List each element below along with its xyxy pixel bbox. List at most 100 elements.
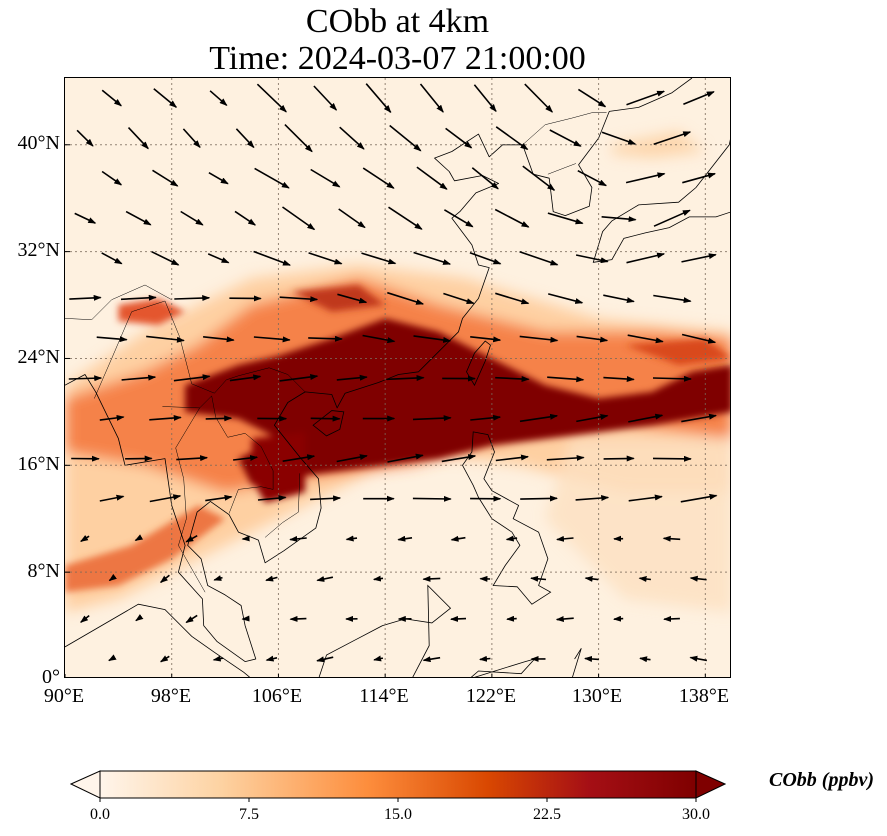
- wind-arrow: [412, 495, 452, 502]
- wind-arrow: [282, 206, 316, 231]
- wind-arrow: [689, 575, 707, 582]
- wind-arrow: [575, 254, 609, 264]
- lon-tick-122e: 122°E: [465, 685, 517, 707]
- wind-arrow: [663, 615, 680, 622]
- lon-tick-98e: 98°E: [150, 685, 192, 707]
- wind-arrow: [388, 206, 423, 230]
- coastline-philippines: [462, 431, 552, 605]
- wind-arrow: [613, 615, 624, 622]
- wind-arrow: [495, 454, 529, 462]
- wind-arrow: [625, 172, 666, 184]
- wind-arrow: [584, 575, 599, 582]
- plume-haze-north: [611, 131, 706, 159]
- plume-east-patch: [625, 338, 730, 366]
- wind-arrow: [101, 89, 122, 107]
- wind-arrow: [205, 494, 233, 502]
- wind-arrow: [683, 91, 715, 106]
- wind-arrow: [289, 535, 307, 542]
- wind-arrow: [555, 616, 574, 623]
- wind-arrow: [652, 375, 692, 382]
- wind-arrow: [373, 655, 384, 662]
- wind-arrow: [208, 172, 229, 185]
- wind-arrow: [522, 165, 556, 191]
- wind-arrow: [546, 454, 585, 461]
- wind-arrow: [389, 124, 422, 152]
- wind-arrow: [152, 169, 179, 187]
- wind-arrow: [443, 292, 475, 305]
- wind-arrow: [176, 455, 209, 462]
- wind-arrow: [149, 494, 182, 503]
- lon-tick-130e: 130°E: [571, 685, 623, 707]
- wind-arrow: [519, 335, 559, 343]
- coastline-taiwan: [466, 340, 491, 387]
- wind-arrow: [213, 575, 223, 581]
- wind-arrow: [627, 334, 664, 344]
- lon-tick-138e: 138°E: [678, 685, 730, 707]
- colorbar-tick-15: 15.0: [384, 806, 412, 823]
- wind-arrow: [338, 208, 366, 229]
- wind-arrow: [173, 374, 211, 382]
- wind-arrow: [121, 374, 157, 381]
- wind-arrow: [549, 129, 582, 147]
- wind-arrow: [577, 169, 607, 187]
- wind-arrow: [159, 574, 170, 584]
- wind-arrow: [185, 614, 198, 624]
- wind-arrow: [99, 414, 125, 421]
- wind-arrow: [362, 334, 396, 344]
- wind-arrow: [662, 535, 681, 542]
- wind-arrow: [265, 655, 278, 662]
- lat-tick-32n: 32°N: [17, 239, 60, 261]
- map-canvas: [65, 78, 730, 677]
- lat-tick-24n: 24°N: [17, 346, 60, 368]
- wind-arrow: [494, 208, 530, 228]
- wind-arrow: [680, 493, 718, 503]
- wind-arrow: [180, 210, 204, 226]
- plume-south-streak: [65, 505, 226, 593]
- wind-arrow: [682, 172, 716, 184]
- wind-arrow: [576, 414, 609, 423]
- plume-north-lobe: [291, 285, 386, 312]
- plume-core-indochina: [251, 431, 306, 503]
- coastline-sumatra: [65, 603, 251, 677]
- wind-arrow: [681, 413, 717, 423]
- wind-arrow: [556, 535, 574, 542]
- wind-arrow: [575, 495, 610, 502]
- wind-arrow: [185, 535, 198, 543]
- wind-arrow: [146, 335, 185, 343]
- wind-arrow: [159, 655, 170, 663]
- plume-core: [185, 318, 730, 486]
- wind-arrow: [253, 336, 291, 343]
- coastline-halmahera: [572, 648, 582, 677]
- wind-arrow: [253, 250, 291, 266]
- lon-tick-114e: 114°E: [359, 685, 409, 707]
- map-panel: [64, 77, 731, 678]
- wind-arrow: [127, 127, 149, 150]
- wind-arrow: [470, 336, 502, 343]
- wind-arrow: [470, 414, 502, 421]
- lat-tick-0: 0°: [42, 666, 60, 688]
- wind-arrow: [336, 374, 368, 381]
- wind-arrow: [601, 131, 637, 145]
- wind-arrow: [149, 414, 182, 421]
- wind-arrow: [519, 413, 559, 423]
- wind-arrow: [108, 654, 117, 662]
- wind-arrow: [576, 335, 609, 343]
- wind-arrow: [101, 252, 123, 265]
- gridlines: [65, 78, 730, 677]
- wind-arrow: [445, 127, 473, 149]
- wind-arrow: [638, 576, 651, 582]
- wind-arrow: [413, 251, 452, 265]
- wind-arrow: [626, 90, 666, 106]
- wind-arrow: [182, 128, 201, 149]
- wind-arrow: [639, 656, 651, 663]
- wind-arrow: [362, 167, 395, 189]
- wind-arrow: [76, 129, 94, 147]
- colorbar: [70, 770, 726, 802]
- wind-arrow: [68, 375, 103, 382]
- map-title: CObb at 4km: [305, 3, 490, 40]
- wind-arrow: [345, 535, 358, 542]
- wind-arrow: [547, 293, 584, 304]
- wind-arrow: [256, 83, 287, 113]
- wind-arrow: [520, 495, 558, 502]
- wind-arrow: [120, 294, 157, 301]
